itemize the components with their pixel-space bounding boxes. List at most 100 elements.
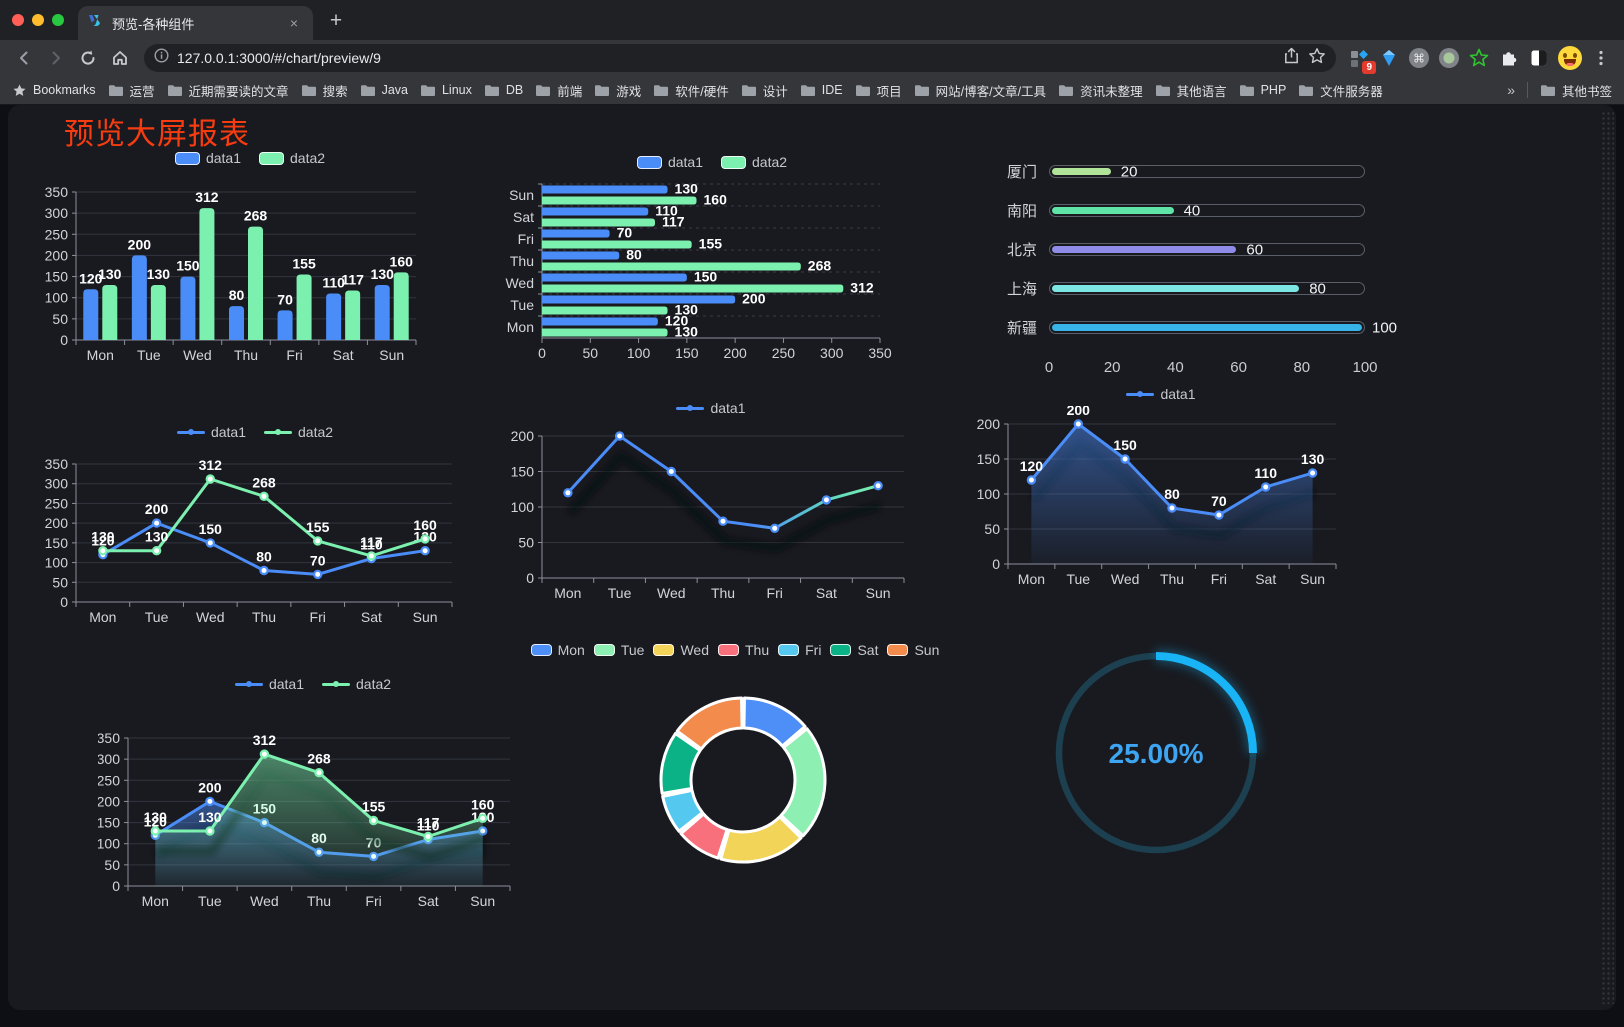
legend-item[interactable]: data2 (264, 424, 333, 440)
dotted-edge-decoration (1601, 111, 1614, 1004)
legend-item[interactable]: Tue (593, 642, 644, 658)
extension-command-icon[interactable]: ⌘ (1406, 45, 1432, 71)
url-bar[interactable]: 127.0.0.1:3000/#/chart/preview/9 (144, 44, 1336, 72)
window-close-button[interactable] (12, 14, 24, 26)
profile-avatar[interactable] (1558, 46, 1582, 70)
bookmarks-overflow-chevron[interactable]: » (1507, 82, 1515, 98)
bookmarks-root[interactable]: Bookmarks (12, 83, 96, 98)
bookmark-folder[interactable]: Java (360, 81, 408, 100)
bookmark-folder[interactable]: DB (484, 81, 523, 100)
svg-text:Thu: Thu (234, 347, 258, 363)
svg-text:0: 0 (60, 594, 68, 610)
svg-text:130: 130 (198, 809, 222, 825)
bookmark-folder[interactable]: PHP (1239, 81, 1286, 100)
page-viewport: 预览大屏报表 data1 data2 0 50 100 150 200 250 300 350 Mo… (0, 105, 1624, 1026)
svg-text:Mon: Mon (142, 893, 169, 908)
share-icon[interactable] (1283, 47, 1300, 70)
svg-text:312: 312 (253, 732, 277, 748)
chart-grouped-bar[interactable]: data1 data2 0 50 100 150 200 250 300 350 Mon Tue Wed… (40, 146, 460, 378)
legend-item[interactable]: Wed (653, 642, 709, 658)
svg-text:150: 150 (694, 269, 718, 285)
chart-city-progress[interactable]: 厦门 20 南阳 40 北京 60 上海 80 新疆 1 (995, 152, 1397, 384)
new-tab-button[interactable]: + (329, 9, 343, 32)
svg-text:130: 130 (147, 266, 171, 282)
svg-text:160: 160 (704, 192, 728, 208)
progress-track: 20 (1049, 163, 1365, 180)
legend-item[interactable]: data2 (721, 154, 787, 170)
bookmark-folder[interactable]: 文件服务器 (1298, 81, 1383, 100)
reload-button[interactable] (74, 44, 102, 72)
bookmark-folder[interactable]: 搜索 (301, 81, 348, 100)
chart-horizontal-bar[interactable]: data1 data2 0 50 100 150 200 250 300 350 Mon 120 130… (502, 150, 922, 372)
svg-text:Mon: Mon (554, 585, 581, 601)
progress-row: 南阳 40 (995, 191, 1365, 230)
bookmark-folder[interactable]: IDE (800, 81, 843, 100)
legend-item[interactable]: data1 (234, 676, 304, 692)
svg-text:Mon: Mon (1018, 571, 1045, 587)
progress-label: 厦门 (1006, 164, 1037, 181)
bookmark-folder[interactable]: 网站/博客/文章/工具 (914, 81, 1046, 100)
svg-text:Fri: Fri (1211, 571, 1227, 587)
progress-track: 60 (1049, 241, 1365, 258)
bookmark-folder[interactable]: Linux (420, 81, 472, 100)
bookmark-folder[interactable]: 设计 (741, 81, 788, 100)
legend-item[interactable]: Sun (887, 642, 939, 658)
bookmark-folder[interactable]: 项目 (855, 81, 902, 100)
progress-value: 100 (1372, 319, 1398, 336)
forward-button[interactable] (42, 44, 70, 72)
svg-text:150: 150 (98, 815, 120, 831)
legend-item[interactable]: data1 (1126, 386, 1196, 402)
other-bookmarks[interactable]: 其他书签 (1540, 81, 1612, 100)
bookmark-folder[interactable]: 其他语言 (1155, 81, 1227, 100)
svg-text:50: 50 (582, 345, 598, 361)
legend-item[interactable]: Thu (718, 642, 769, 658)
chart-line-two-series[interactable]: data1 data2 0 50 100 150 200 250 300 350 Mon Tue Wed… (40, 420, 470, 636)
legend-item[interactable]: data2 (322, 676, 391, 692)
menu-dots-icon[interactable] (1588, 45, 1614, 71)
chart-area-two-series[interactable]: data1 data2 0 50 100 150 200 250 300 350 Mon Tue We… (97, 672, 528, 910)
window-minimize-button[interactable] (32, 14, 44, 26)
bookmark-folder[interactable]: 前端 (535, 81, 582, 100)
svg-text:100: 100 (977, 486, 1001, 502)
extension-puzzle-icon[interactable] (1496, 45, 1522, 71)
chart-weekday-donut[interactable]: Mon Tue Wed Thu Fri Sat Sun (530, 638, 939, 884)
chart-area-single[interactable]: data1 0 50 100 150 200 Mon Tue Wed Thu Fri Sat Sun 1… (972, 382, 1350, 596)
chart-line-gradient[interactable]: data1 0 50 100 150 200 Mon Tue Wed Thu Fri Sat Sun (502, 396, 920, 610)
chart-percent-gauge[interactable]: 25.00% (1041, 638, 1271, 868)
svg-text:130: 130 (144, 809, 168, 825)
svg-text:Fri: Fri (286, 347, 302, 363)
site-info-icon[interactable] (154, 48, 169, 68)
extension-green-star-icon[interactable] (1466, 45, 1492, 71)
svg-text:Thu: Thu (510, 253, 534, 269)
bookmark-folder[interactable]: 游戏 (594, 81, 641, 100)
pie-slice (661, 788, 704, 833)
svg-text:130: 130 (145, 529, 169, 545)
bookmark-folder[interactable]: 近期需要读的文章 (167, 81, 289, 100)
legend-item[interactable]: Fri (778, 642, 821, 658)
window-zoom-button[interactable] (52, 14, 64, 26)
legend-item[interactable]: Sat (830, 642, 878, 658)
legend-item[interactable]: data1 (676, 400, 746, 416)
extension-grid-icon[interactable]: 9 (1346, 45, 1376, 74)
extension-dark-reader-icon[interactable] (1526, 45, 1552, 71)
url-text[interactable]: 127.0.0.1:3000/#/chart/preview/9 (177, 50, 381, 66)
bookmark-folder[interactable]: 软件/硬件 (653, 81, 729, 100)
extension-gem-icon[interactable] (1376, 45, 1402, 71)
tab-close-icon[interactable]: × (289, 15, 299, 31)
legend-item[interactable]: data1 (174, 150, 241, 166)
svg-text:Wed: Wed (1111, 571, 1140, 587)
bookmark-star-icon[interactable] (1308, 47, 1326, 70)
bookmark-folder[interactable]: 运营 (108, 81, 155, 100)
bookmark-folder[interactable]: 资讯未整理 (1058, 81, 1143, 100)
browser-tab[interactable]: 预览-各种组件 × (78, 6, 313, 40)
svg-text:50: 50 (518, 535, 534, 551)
back-button[interactable] (10, 44, 38, 72)
home-button[interactable] (106, 44, 134, 72)
svg-text:150: 150 (45, 535, 69, 551)
extension-recorder-icon[interactable] (1436, 45, 1462, 71)
legend-item[interactable]: data2 (259, 150, 325, 166)
legend-item[interactable]: data1 (176, 424, 246, 440)
legend-item[interactable]: data1 (636, 154, 703, 170)
chart-legend: data1 data2 (98, 672, 528, 696)
legend-item[interactable]: Mon (530, 642, 585, 658)
